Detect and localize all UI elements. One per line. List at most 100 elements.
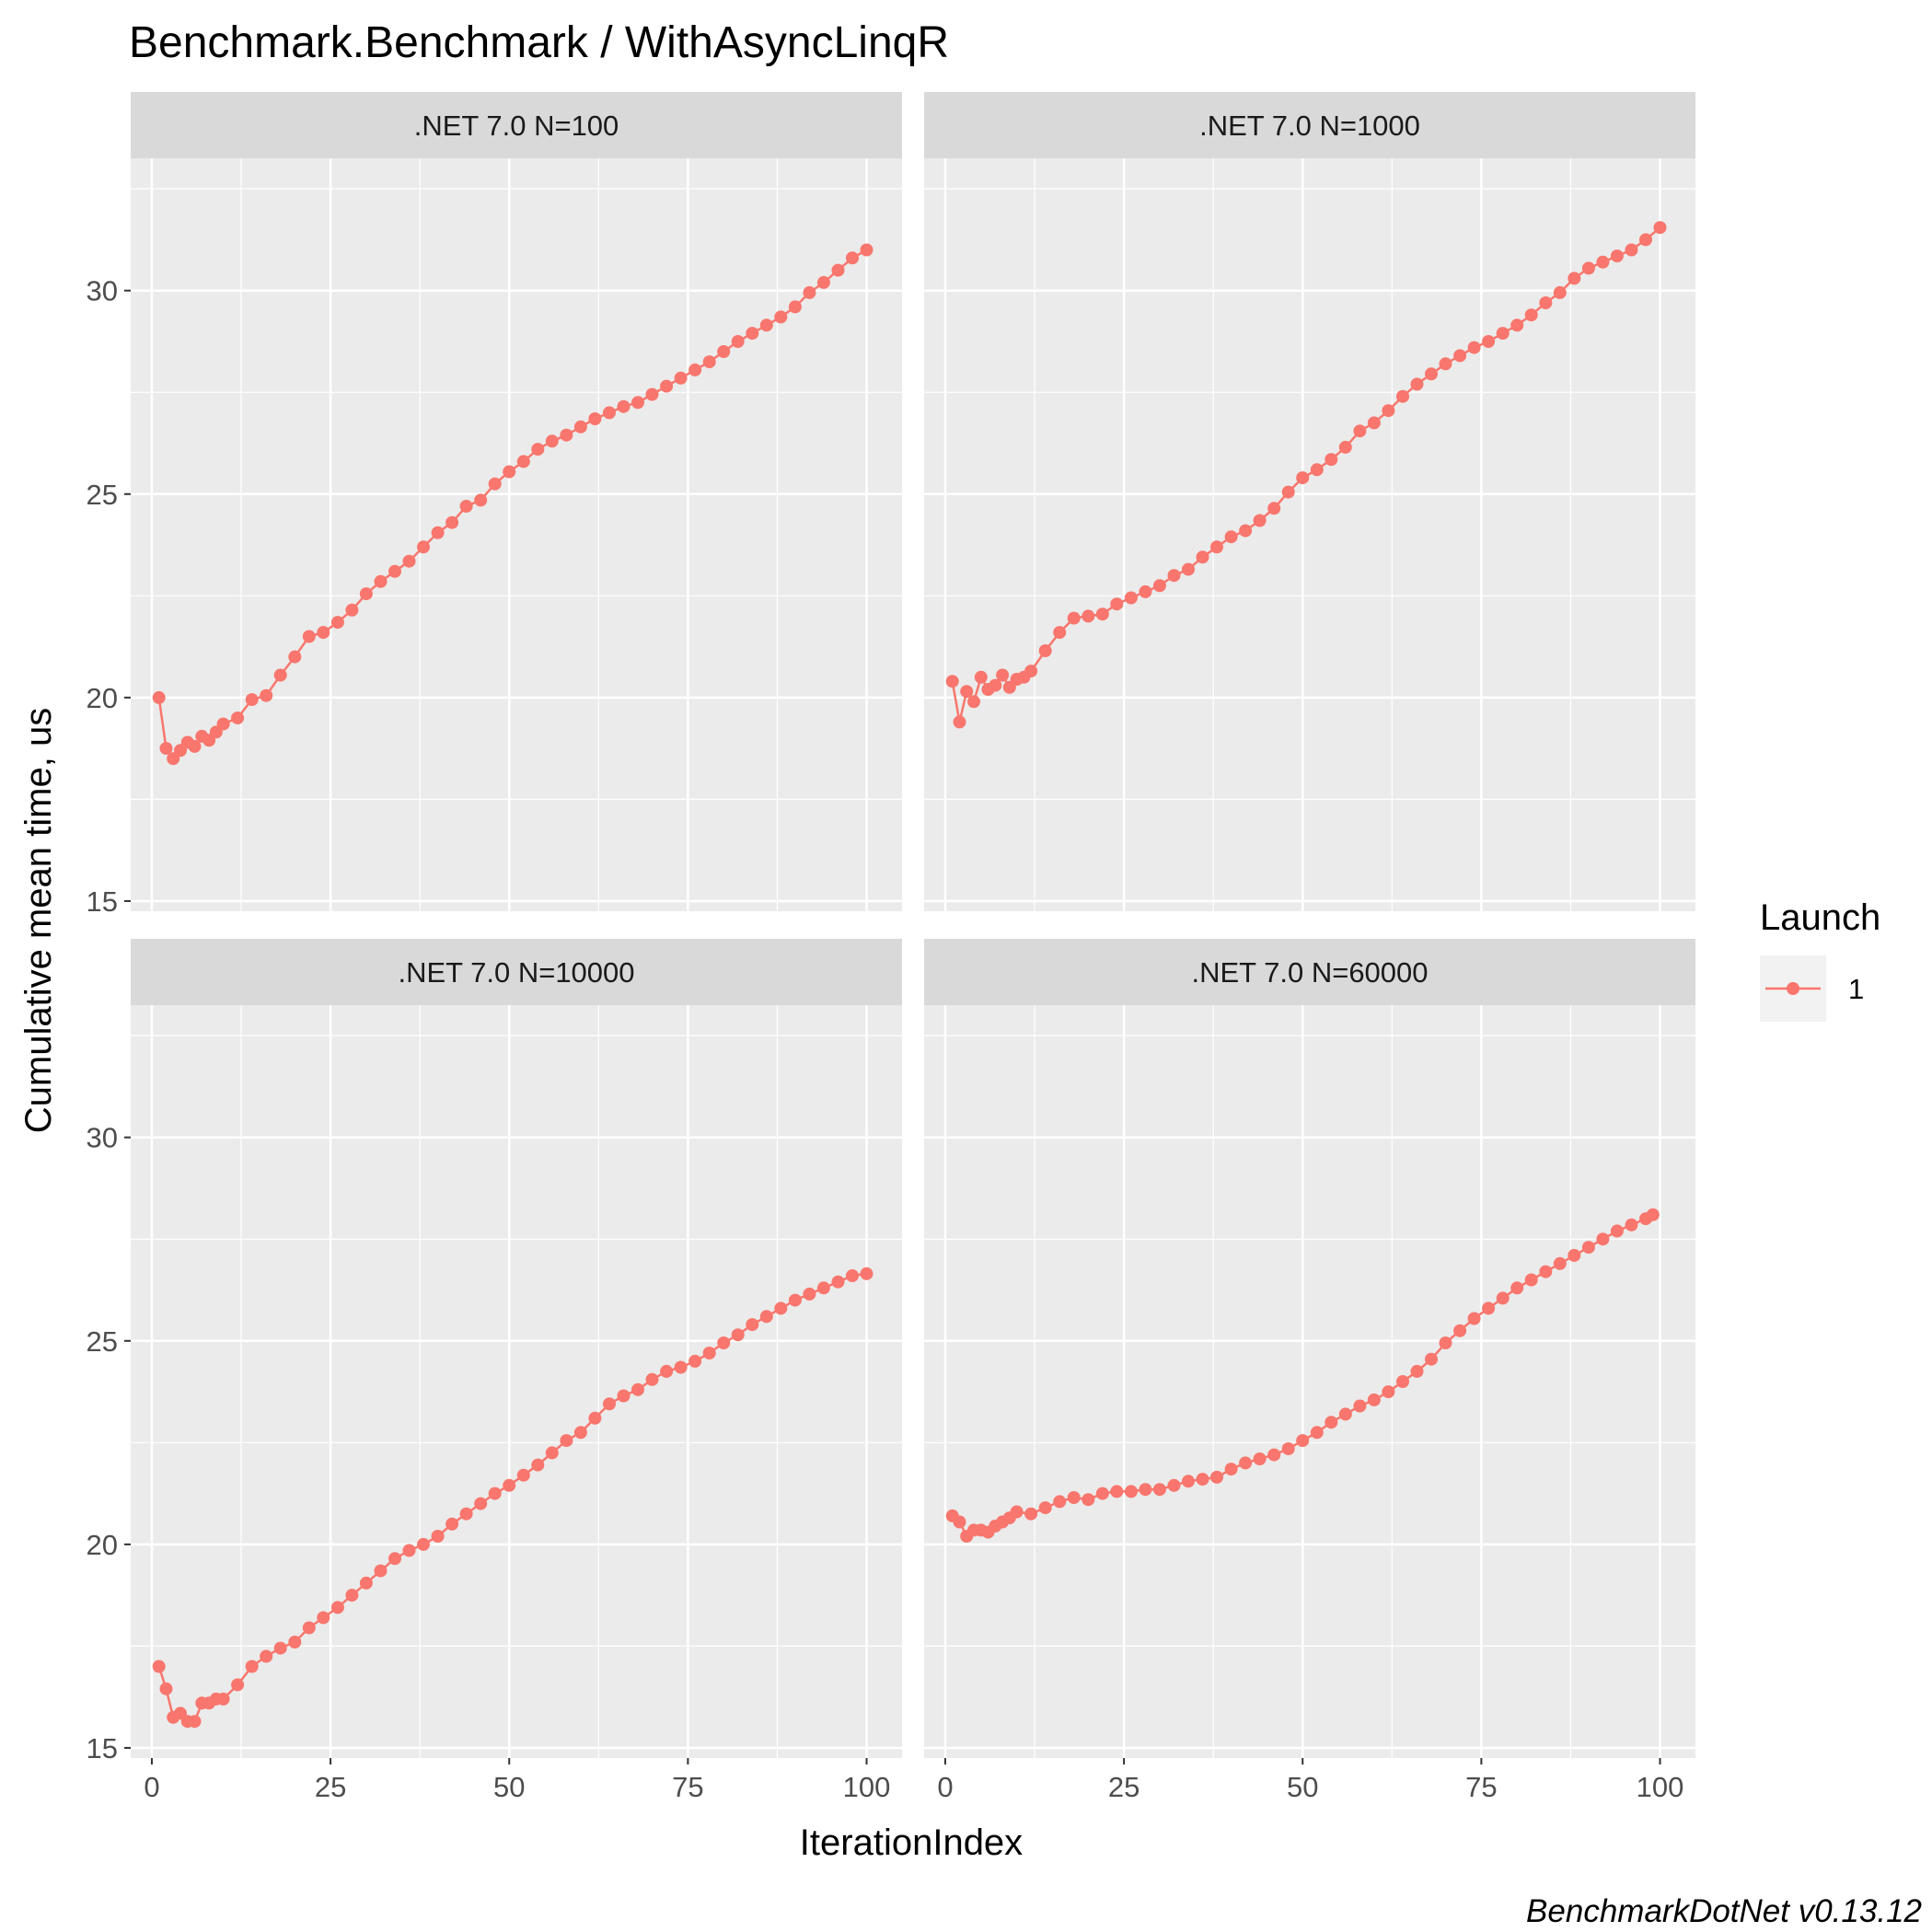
x-tick-label: 0: [937, 1771, 953, 1803]
data-point: [288, 1636, 302, 1649]
data-point: [1139, 584, 1152, 598]
data-point: [1310, 1426, 1324, 1440]
y-axis-title: Cumulative mean time, us: [18, 708, 59, 1133]
data-point: [1267, 502, 1281, 515]
facet-strip: [924, 92, 1695, 158]
legend-label: 1: [1848, 973, 1864, 1005]
legend: Launch 1: [1760, 897, 1880, 1022]
data-point: [1439, 357, 1452, 371]
x-tick-label: 100: [1637, 1771, 1684, 1803]
data-point: [1224, 1463, 1238, 1476]
panel-background: [131, 1005, 902, 1758]
data-point: [1425, 367, 1438, 381]
data-point: [731, 335, 745, 348]
y-tick-label: 15: [87, 885, 118, 918]
data-point: [459, 1507, 473, 1521]
data-point: [188, 739, 202, 753]
data-point: [573, 1426, 587, 1440]
data-point: [1325, 453, 1338, 467]
x-tick-label: 0: [144, 1771, 159, 1803]
data-point: [1338, 1407, 1352, 1421]
data-point: [1053, 1495, 1067, 1509]
data-point: [503, 1478, 516, 1492]
data-point: [302, 630, 316, 643]
data-point: [216, 1692, 230, 1706]
data-point: [1467, 1312, 1481, 1325]
data-point: [573, 420, 587, 434]
data-point: [317, 626, 330, 640]
data-point: [788, 300, 802, 314]
data-point: [1568, 1248, 1581, 1262]
data-point: [1524, 1273, 1538, 1287]
data-point: [1596, 255, 1610, 269]
data-point: [545, 434, 559, 448]
data-point: [1396, 1375, 1409, 1388]
x-tick-label: 50: [493, 1771, 525, 1803]
facet-strip: [924, 939, 1695, 1005]
data-point: [1281, 1442, 1295, 1455]
y-tick-label: 20: [87, 682, 118, 714]
data-point: [717, 1336, 731, 1349]
data-point: [588, 412, 602, 425]
data-point: [831, 1275, 845, 1289]
facet-panel: .NET 7.0 N=1000: [924, 92, 1695, 911]
data-point: [1296, 471, 1310, 485]
data-point: [1010, 1505, 1024, 1519]
data-point: [953, 715, 966, 729]
data-point: [374, 1564, 388, 1578]
data-point: [803, 1287, 816, 1301]
data-point: [503, 465, 516, 479]
data-point: [216, 717, 230, 731]
facet-panels: .NET 7.0 N=100 .NET 7.0 N=1000 .NET 7.0 N=…: [131, 92, 1695, 1758]
data-point: [245, 693, 259, 707]
data-point: [1453, 1324, 1467, 1337]
data-point: [759, 318, 773, 332]
data-point: [945, 675, 959, 688]
series-1: [152, 1267, 873, 1729]
data-point: [402, 1544, 416, 1557]
data-point: [1581, 1241, 1595, 1255]
data-point: [1110, 1485, 1124, 1498]
data-point: [1353, 424, 1367, 438]
data-point: [846, 1269, 859, 1282]
data-point: [702, 1347, 716, 1359]
data-point: [1625, 1218, 1638, 1232]
data-point: [1053, 626, 1067, 640]
data-point: [1182, 562, 1195, 576]
data-point: [717, 345, 731, 358]
y-tick-label: 25: [87, 1325, 118, 1358]
data-point: [359, 1576, 373, 1590]
data-point: [1196, 1473, 1209, 1487]
data-point: [1581, 261, 1595, 275]
series-1: [945, 1208, 1660, 1543]
data-point: [731, 1328, 745, 1342]
data-point: [631, 1382, 644, 1396]
data-point: [159, 1682, 173, 1695]
data-point: [603, 406, 616, 420]
data-point: [953, 1515, 966, 1529]
data-point: [816, 275, 830, 289]
facet-strip-label: .NET 7.0 N=60000: [1191, 956, 1428, 989]
data-point: [1482, 335, 1496, 348]
data-point: [1210, 540, 1223, 554]
data-point: [388, 1552, 401, 1566]
data-point: [431, 1530, 445, 1543]
data-point: [560, 1434, 573, 1448]
series-1: [945, 221, 1667, 729]
data-point: [603, 1397, 616, 1411]
data-point: [1253, 514, 1267, 527]
facet-strip: [131, 92, 902, 158]
data-point: [1396, 389, 1409, 403]
data-point: [359, 587, 373, 601]
x-tick-label: 75: [672, 1771, 703, 1803]
caption: BenchmarkDotNet v0.13.12: [1526, 1893, 1922, 1929]
data-point: [1338, 440, 1352, 454]
data-point: [1024, 665, 1038, 678]
panel-background: [924, 158, 1695, 911]
data-point: [1367, 416, 1381, 430]
data-point: [831, 263, 845, 277]
data-point: [1325, 1416, 1338, 1429]
data-point: [1453, 349, 1467, 363]
data-point: [1182, 1475, 1195, 1488]
data-point: [231, 711, 245, 724]
